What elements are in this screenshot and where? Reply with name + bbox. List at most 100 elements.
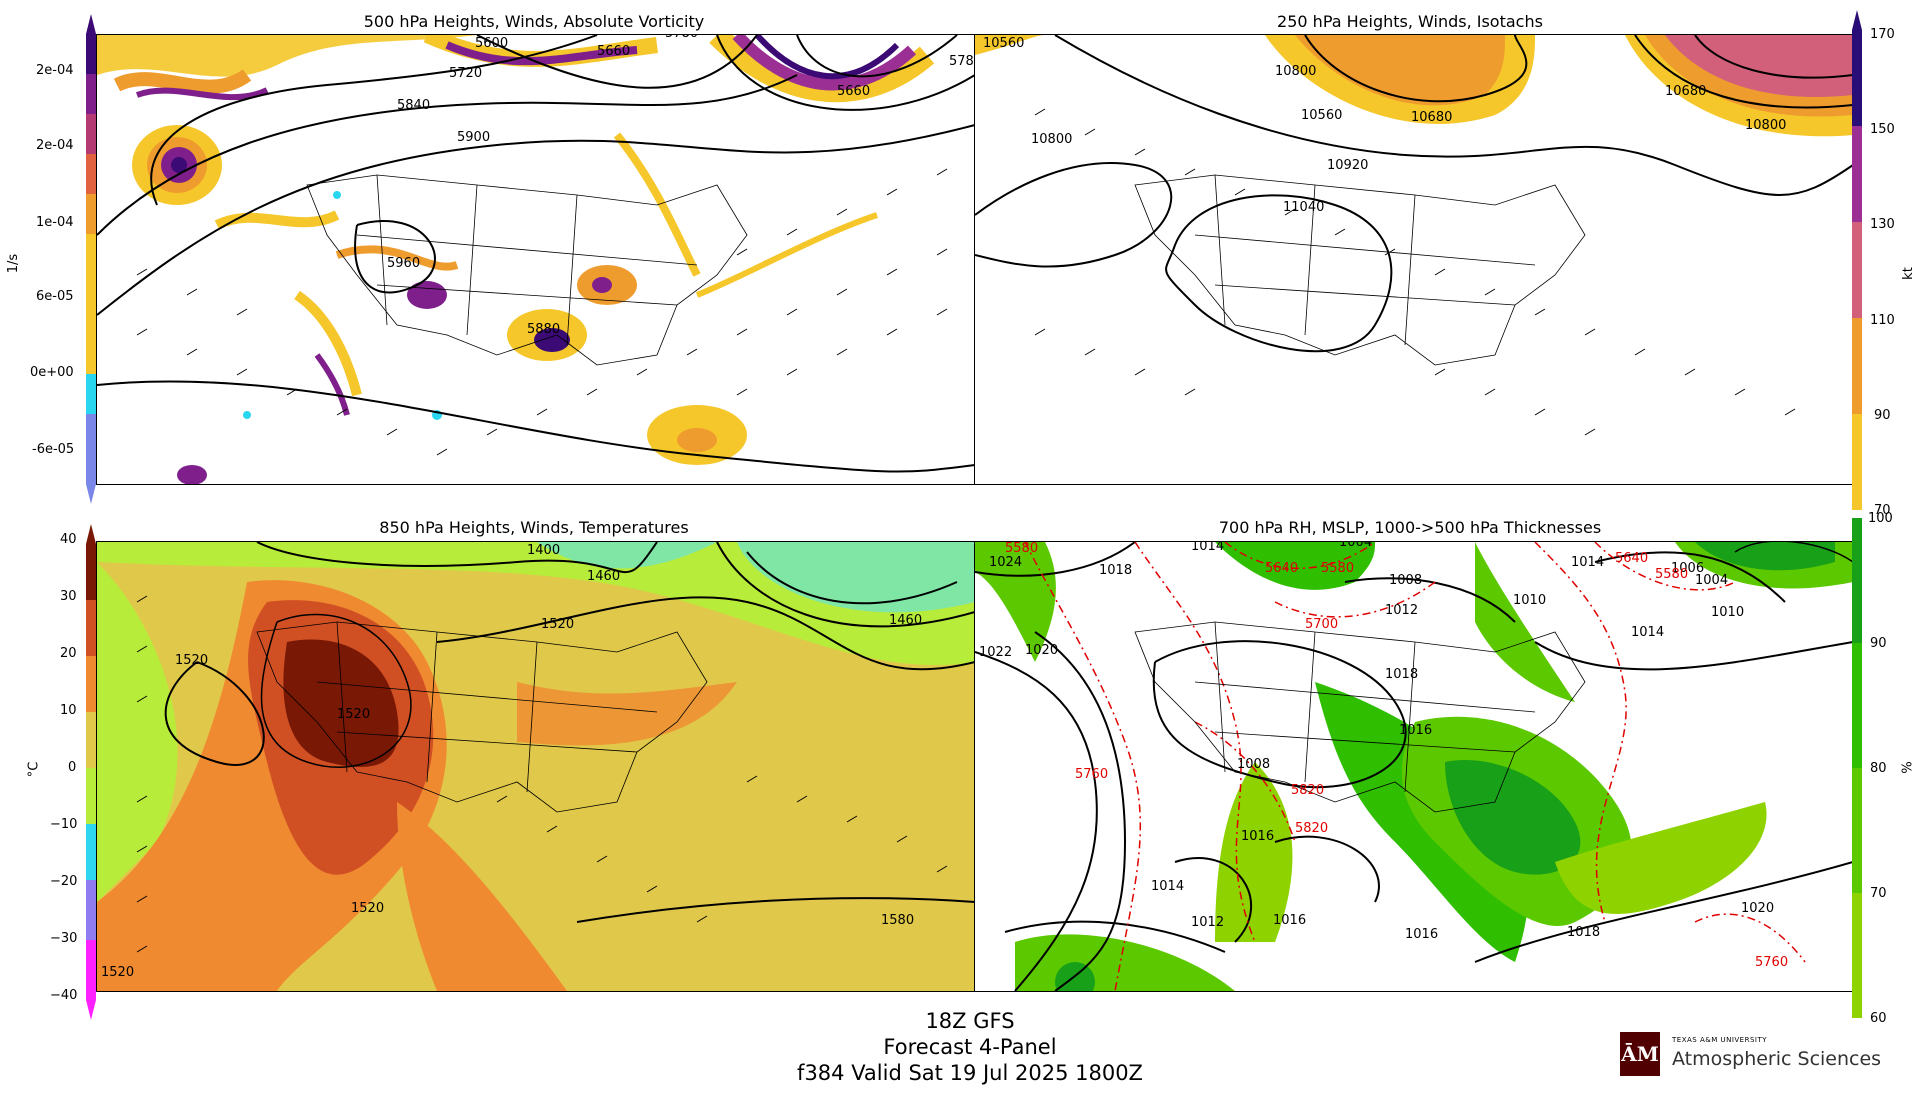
temp-tick: −10 — [50, 817, 78, 832]
svg-text:5580: 5580 — [1005, 542, 1038, 556]
temp-tick: −30 — [50, 931, 78, 946]
height-contours — [97, 35, 975, 473]
map-borders — [1134, 174, 1586, 366]
svg-text:1014: 1014 — [1631, 625, 1664, 640]
vort-unit: 1/s — [6, 253, 22, 274]
svg-text:10560: 10560 — [1301, 108, 1342, 123]
colorbar-vorticity — [86, 14, 96, 504]
svg-text:10800: 10800 — [1031, 132, 1072, 147]
svg-text:1460: 1460 — [889, 613, 922, 628]
wind-barbs — [136, 168, 948, 456]
svg-text:1004: 1004 — [1339, 542, 1372, 550]
mslp-labels: 1024 1018 1022 1020 1014 1004 1008 1012 … — [979, 542, 1774, 942]
panel-title-700hpa: 700 hPa RH, MSLP, 1000->500 hPa Thicknes… — [1218, 518, 1602, 537]
svg-text:5760: 5760 — [1755, 955, 1788, 970]
svg-text:5760: 5760 — [1075, 767, 1108, 782]
svg-text:1012: 1012 — [1385, 603, 1418, 618]
colorbar-rh — [1852, 518, 1862, 1018]
svg-text:5640: 5640 — [1265, 561, 1298, 576]
rh-tick: 100 — [1868, 511, 1893, 526]
wind-barbs — [136, 595, 948, 953]
thickness-labels: 5580 5640 5580 5700 5760 5820 5820 5640 … — [1005, 542, 1788, 970]
svg-text:1460: 1460 — [587, 569, 620, 584]
colorbar-temperature — [86, 524, 96, 1020]
svg-text:5820: 5820 — [1291, 783, 1324, 798]
svg-text:5780: 5780 — [665, 35, 698, 41]
map-borders — [306, 174, 748, 366]
svg-text:1016: 1016 — [1399, 723, 1432, 738]
svg-text:1010: 1010 — [1711, 605, 1744, 620]
map-borders — [256, 621, 708, 813]
svg-text:1520: 1520 — [337, 707, 370, 722]
vort-tick: 2e-04 — [36, 63, 74, 78]
svg-text:5600: 5600 — [475, 36, 508, 51]
isotach-unit: kt — [1900, 267, 1916, 280]
logo-department: Atmospheric Sciences — [1672, 1048, 1882, 1070]
svg-text:5880: 5880 — [527, 322, 560, 337]
rh-tick: 70 — [1870, 886, 1887, 901]
svg-text:5580: 5580 — [1655, 567, 1688, 582]
map-250hpa-isotachs: 10800 10560 10800 10680 10920 11040 1056… — [974, 34, 1854, 485]
rh-fill — [975, 542, 1853, 991]
map-borders — [1134, 621, 1586, 813]
svg-text:1022: 1022 — [979, 645, 1012, 660]
vort-tick: 2e-04 — [36, 138, 74, 153]
svg-text:1014: 1014 — [1571, 555, 1604, 570]
temp-tick: 10 — [60, 703, 77, 718]
temp-tick: 0 — [68, 760, 77, 775]
svg-text:1016: 1016 — [1405, 927, 1438, 942]
svg-text:5720: 5720 — [449, 66, 482, 81]
svg-text:1400: 1400 — [527, 543, 560, 558]
svg-text:5660: 5660 — [597, 44, 630, 59]
isotach-tick: 170 — [1870, 27, 1895, 42]
svg-text:1012: 1012 — [1191, 915, 1224, 930]
rh-tick: 60 — [1870, 1011, 1887, 1026]
model-run: 18Z GFS — [925, 1009, 1015, 1033]
svg-text:5900: 5900 — [457, 130, 490, 145]
svg-text:10920: 10920 — [1327, 158, 1368, 173]
svg-text:1580: 1580 — [881, 913, 914, 928]
svg-text:1014: 1014 — [1191, 542, 1224, 554]
svg-text:5820: 5820 — [1295, 821, 1328, 836]
svg-text:1018: 1018 — [1385, 667, 1418, 682]
svg-text:1024: 1024 — [989, 555, 1022, 570]
colorbar-isotachs — [1852, 10, 1862, 510]
svg-text:578: 578 — [949, 54, 974, 69]
temperature-fill — [97, 542, 975, 991]
svg-text:1520: 1520 — [351, 901, 384, 916]
svg-text:1010: 1010 — [1513, 593, 1546, 608]
svg-text:10800: 10800 — [1275, 64, 1316, 79]
temp-tick: 30 — [60, 589, 77, 604]
svg-text:1520: 1520 — [175, 653, 208, 668]
temp-tick: 40 — [60, 532, 77, 547]
svg-text:1006: 1006 — [1671, 561, 1704, 576]
svg-text:1014: 1014 — [1151, 879, 1184, 894]
svg-text:1520: 1520 — [101, 965, 134, 980]
svg-text:1008: 1008 — [1237, 757, 1270, 772]
contour-labels: 1400 1460 1520 1520 1520 1460 1520 1580 … — [101, 543, 922, 980]
svg-text:1016: 1016 — [1273, 913, 1306, 928]
svg-text:10680: 10680 — [1411, 110, 1452, 125]
svg-text:1016: 1016 — [1241, 829, 1274, 844]
footer-title: 18Z GFS Forecast 4-Panel f384 Valid Sat … — [700, 1008, 1240, 1086]
isotach-tick: 150 — [1870, 122, 1895, 137]
svg-text:5640: 5640 — [1615, 551, 1648, 566]
svg-text:10560: 10560 — [983, 36, 1024, 51]
vort-tick: -6e-05 — [32, 442, 75, 457]
contour-labels: 5600 5720 5660 5840 5900 5960 5880 578 5… — [387, 35, 974, 337]
isotach-tick: 130 — [1870, 217, 1895, 232]
isotach-fill — [975, 35, 1853, 137]
vort-tick: 6e-05 — [36, 289, 74, 304]
svg-text:1520: 1520 — [541, 617, 574, 632]
mslp-contours — [975, 542, 1853, 991]
isotach-tick: 110 — [1870, 313, 1895, 328]
temp-tick: −40 — [50, 988, 78, 1003]
svg-text:5960: 5960 — [387, 256, 420, 271]
svg-text:5700: 5700 — [1305, 617, 1338, 632]
rh-tick: 90 — [1870, 636, 1887, 651]
map-850hpa-temperature: 1400 1460 1520 1520 1520 1460 1520 1580 … — [96, 541, 976, 992]
isotach-tick: 70 — [1874, 503, 1891, 518]
panel-title-250hpa: 250 hPa Heights, Winds, Isotachs — [1277, 12, 1543, 31]
map-700hpa-rh-mslp: 1024 1018 1022 1020 1014 1004 1008 1012 … — [974, 541, 1854, 992]
svg-text:11040: 11040 — [1283, 200, 1324, 215]
